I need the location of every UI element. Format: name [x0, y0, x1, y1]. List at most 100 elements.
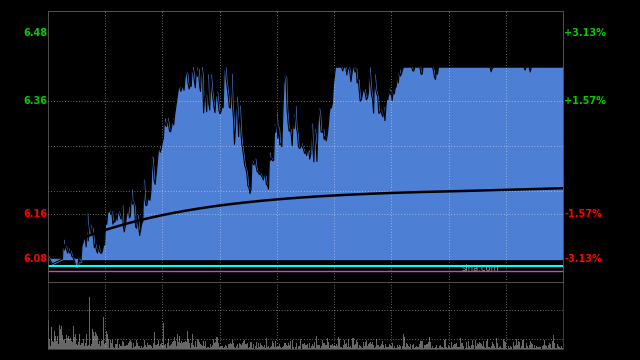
Bar: [100, 346, 101, 349]
Bar: [129, 341, 130, 349]
Bar: [431, 348, 432, 349]
Bar: [237, 343, 238, 349]
Bar: [308, 348, 309, 349]
Bar: [407, 345, 408, 349]
Bar: [432, 346, 433, 349]
Bar: [208, 347, 209, 349]
Bar: [448, 345, 449, 349]
Bar: [395, 348, 396, 349]
Bar: [62, 335, 63, 349]
Bar: [397, 345, 398, 349]
Bar: [51, 327, 52, 349]
Bar: [228, 344, 229, 349]
Bar: [239, 343, 240, 349]
Bar: [469, 346, 470, 349]
Bar: [513, 342, 515, 349]
Bar: [223, 348, 224, 349]
Bar: [554, 343, 556, 349]
Bar: [303, 344, 304, 349]
Bar: [265, 348, 266, 349]
Bar: [488, 347, 490, 349]
Bar: [535, 348, 536, 349]
Bar: [121, 346, 122, 349]
Bar: [89, 297, 90, 349]
Bar: [531, 343, 532, 349]
Bar: [466, 342, 467, 349]
Bar: [364, 346, 365, 349]
Bar: [349, 347, 351, 349]
Bar: [122, 341, 123, 349]
Bar: [135, 346, 136, 349]
Text: -3.13%: -3.13%: [564, 254, 602, 264]
Bar: [88, 345, 89, 349]
Bar: [108, 338, 109, 349]
Bar: [172, 342, 173, 349]
Bar: [72, 342, 73, 349]
Bar: [442, 347, 443, 349]
Bar: [299, 346, 300, 349]
Bar: [170, 345, 171, 349]
Bar: [150, 346, 152, 349]
Bar: [186, 342, 187, 349]
Text: sina.com: sina.com: [462, 264, 500, 273]
Bar: [334, 345, 335, 349]
Bar: [64, 339, 65, 349]
Bar: [366, 341, 367, 349]
Bar: [373, 345, 374, 349]
Bar: [483, 341, 484, 349]
Bar: [372, 342, 373, 349]
Bar: [530, 341, 531, 349]
Bar: [169, 346, 170, 349]
Bar: [148, 345, 150, 349]
Bar: [187, 332, 188, 349]
Bar: [274, 347, 275, 349]
Bar: [305, 345, 306, 349]
Bar: [561, 346, 562, 349]
Bar: [378, 345, 380, 349]
Text: 6.48: 6.48: [23, 28, 47, 39]
Bar: [207, 347, 208, 349]
Bar: [547, 348, 548, 349]
Bar: [353, 345, 355, 349]
Bar: [383, 345, 385, 349]
Bar: [141, 346, 142, 349]
Bar: [385, 345, 387, 349]
Bar: [255, 342, 257, 349]
Bar: [505, 342, 506, 349]
Bar: [439, 346, 440, 349]
Bar: [549, 343, 550, 349]
Bar: [290, 341, 291, 349]
Bar: [429, 337, 430, 349]
Bar: [294, 348, 295, 349]
Bar: [259, 347, 260, 349]
Bar: [533, 348, 534, 349]
Bar: [199, 342, 200, 349]
Bar: [242, 343, 243, 349]
Text: +3.13%: +3.13%: [564, 28, 606, 39]
Bar: [137, 343, 138, 349]
Bar: [197, 339, 198, 349]
Bar: [405, 347, 406, 349]
Bar: [136, 340, 137, 349]
Bar: [506, 348, 507, 349]
Bar: [348, 339, 349, 349]
Bar: [168, 339, 169, 349]
Bar: [336, 344, 337, 349]
Bar: [331, 345, 332, 349]
Bar: [311, 346, 312, 349]
Bar: [271, 346, 272, 349]
Bar: [284, 343, 285, 349]
Bar: [103, 317, 104, 349]
Bar: [475, 340, 476, 349]
Bar: [268, 346, 269, 349]
Bar: [133, 343, 134, 349]
Bar: [113, 347, 115, 349]
Bar: [343, 345, 344, 349]
Bar: [493, 346, 495, 349]
Bar: [179, 336, 180, 349]
Bar: [381, 344, 382, 349]
Bar: [399, 345, 400, 349]
Bar: [536, 346, 537, 349]
Bar: [324, 345, 326, 349]
Bar: [295, 347, 296, 349]
